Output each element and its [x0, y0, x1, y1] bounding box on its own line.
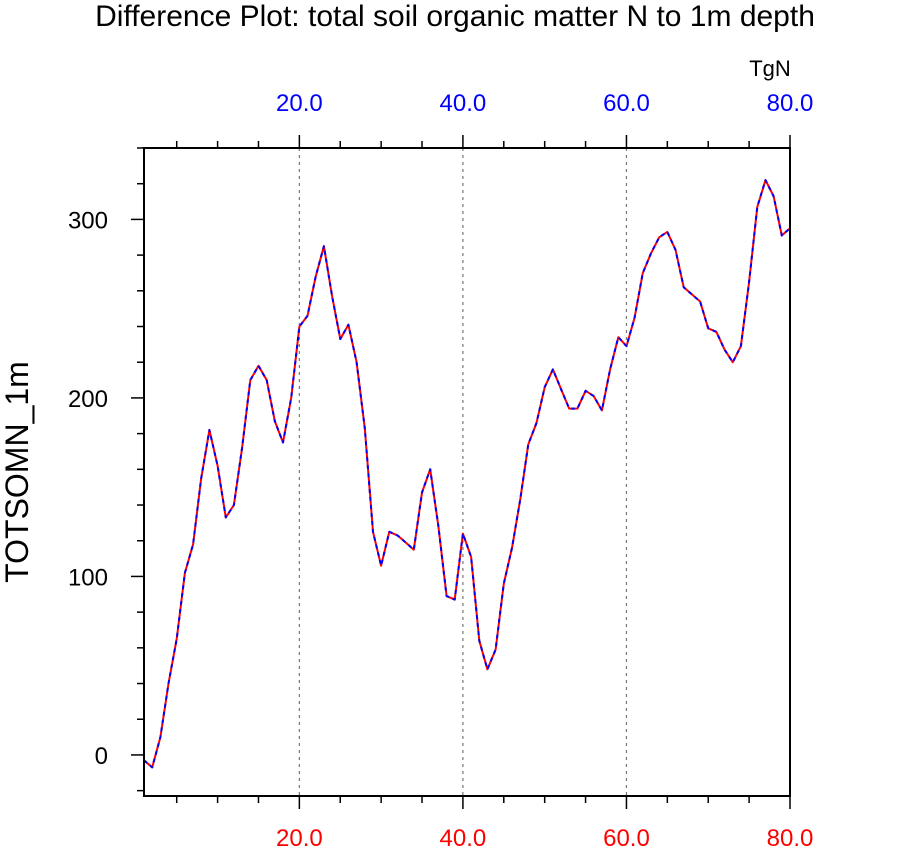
- x-tick-label-bottom: 20.0: [276, 825, 323, 852]
- grid-layer: [298, 148, 628, 796]
- x-tick-label-top: 60.0: [603, 90, 650, 117]
- label-layer: 20.0 20.0 40.0 40.0 60.0 60.0 80.0 80.0 0 100 200 3…: [68, 90, 813, 852]
- series-line-red: [143, 179, 791, 769]
- y-axis-title: TOTSOMN_1m: [0, 361, 35, 583]
- x-tick-label-bottom: 60.0: [603, 825, 650, 852]
- units-label: TgN: [749, 56, 791, 81]
- x-tick-label-top: 40.0: [440, 90, 487, 117]
- y-tick-label: 100: [68, 564, 108, 591]
- x-tick-label-top: 80.0: [767, 90, 814, 117]
- tick-layer: [131, 135, 791, 809]
- x-tick-label-bottom: 80.0: [767, 825, 814, 852]
- y-tick-label: 200: [68, 386, 108, 413]
- x-tick-label-top: 20.0: [276, 90, 323, 117]
- chart-title: Difference Plot: total soil organic matt…: [95, 0, 815, 33]
- y-tick-label: 300: [68, 207, 108, 234]
- x-tick-label-bottom: 40.0: [440, 825, 487, 852]
- y-tick-label: 0: [95, 743, 108, 770]
- series-layer: [143, 179, 791, 769]
- series-line-blue: [143, 179, 791, 769]
- plot-frame: [143, 147, 791, 797]
